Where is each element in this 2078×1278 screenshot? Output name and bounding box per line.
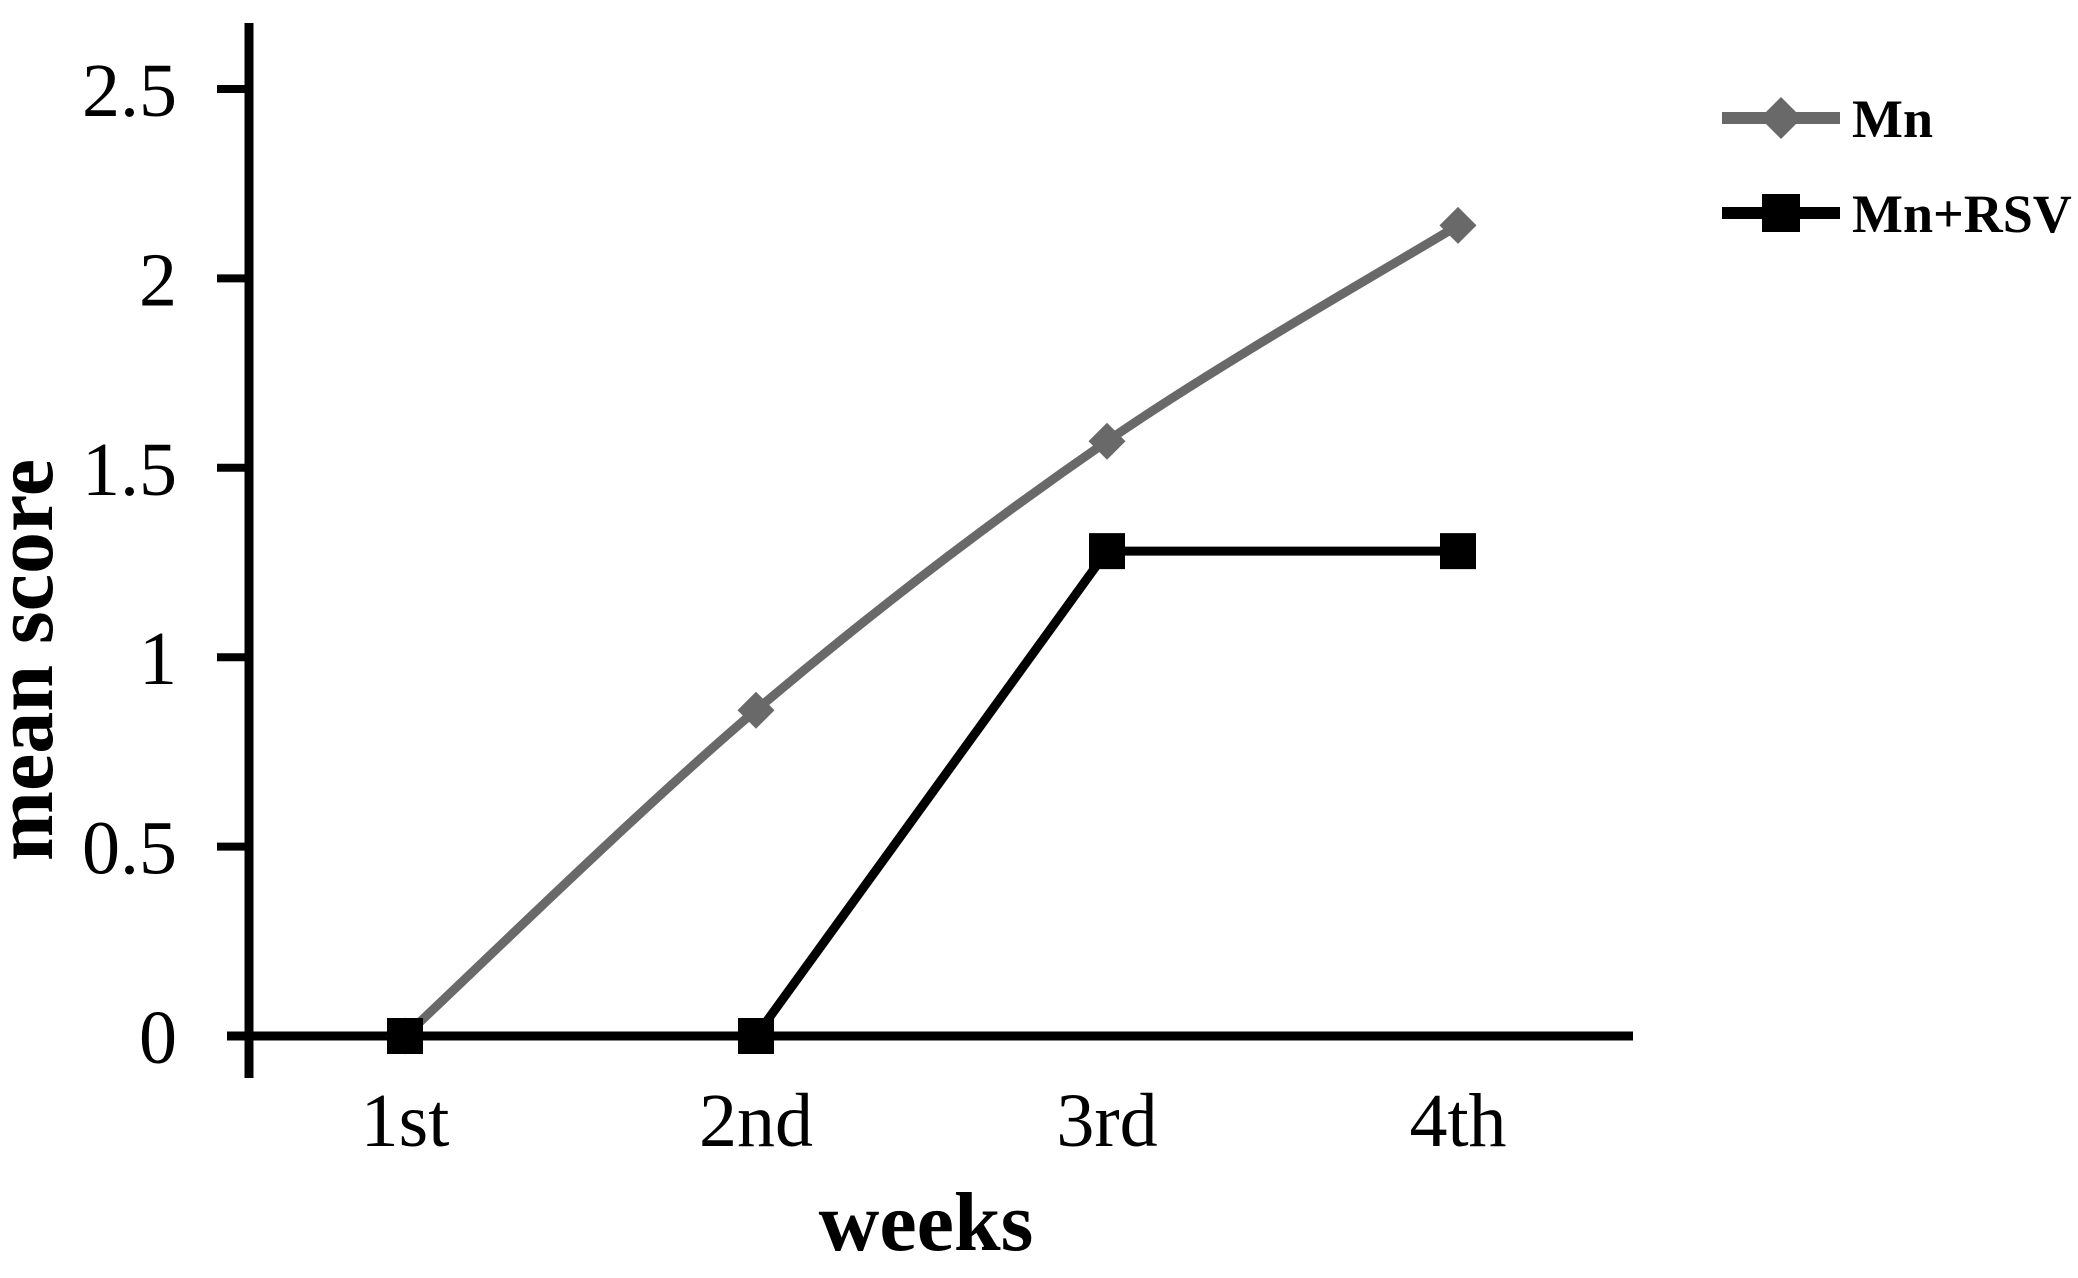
marker-square	[387, 1018, 423, 1054]
legend-item-mn: Mn	[1722, 89, 1933, 149]
series-line	[400, 546, 1463, 1041]
marker-square	[738, 1018, 774, 1054]
y-axis-title: mean score	[0, 459, 71, 861]
series-group	[386, 206, 1477, 1055]
y-tick-label: 2	[139, 238, 177, 322]
legend: Mn Mn+RSV	[1722, 89, 2072, 244]
series-line	[400, 220, 1463, 1041]
x-tick-label: 4th	[1409, 1079, 1506, 1163]
series-mn	[386, 206, 1477, 1055]
x-axis-labels: 1st 2nd 3rd 4th	[361, 1079, 1507, 1163]
x-tick-label: 2nd	[699, 1079, 813, 1163]
legend-label-mn-rsv: Mn+RSV	[1852, 184, 2072, 244]
y-axis-ticks: 0 0.5 1 1.5 2 2.5	[82, 49, 249, 1080]
marker-diamond	[1439, 206, 1477, 244]
x-tick-label: 1st	[361, 1079, 450, 1163]
marker-diamond	[737, 691, 775, 729]
y-tick-label: 2.5	[82, 49, 177, 133]
legend-diamond-icon	[1760, 97, 1802, 139]
y-tick-label: 0.5	[82, 807, 177, 891]
y-tick-label: 0	[139, 996, 177, 1080]
legend-square-icon	[1762, 194, 1800, 232]
series-mn-rsv	[387, 533, 1476, 1054]
marker-square	[1089, 533, 1125, 570]
y-tick-label: 1	[139, 617, 177, 701]
legend-label-mn: Mn	[1852, 89, 1933, 149]
y-tick-label: 1.5	[82, 428, 177, 512]
x-tick-label: 3rd	[1056, 1079, 1157, 1163]
legend-item-mn-rsv: Mn+RSV	[1722, 184, 2072, 244]
marker-square	[1440, 533, 1476, 570]
x-axis-title: weeks	[819, 1176, 1034, 1269]
marker-diamond	[1088, 422, 1126, 460]
